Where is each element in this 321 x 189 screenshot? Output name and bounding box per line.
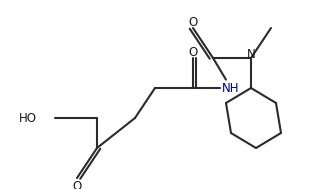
Text: NH: NH	[222, 81, 240, 94]
Text: N: N	[247, 47, 256, 60]
Text: HO: HO	[19, 112, 37, 125]
Text: O: O	[188, 46, 198, 60]
Text: O: O	[188, 16, 198, 29]
Text: O: O	[72, 180, 82, 189]
